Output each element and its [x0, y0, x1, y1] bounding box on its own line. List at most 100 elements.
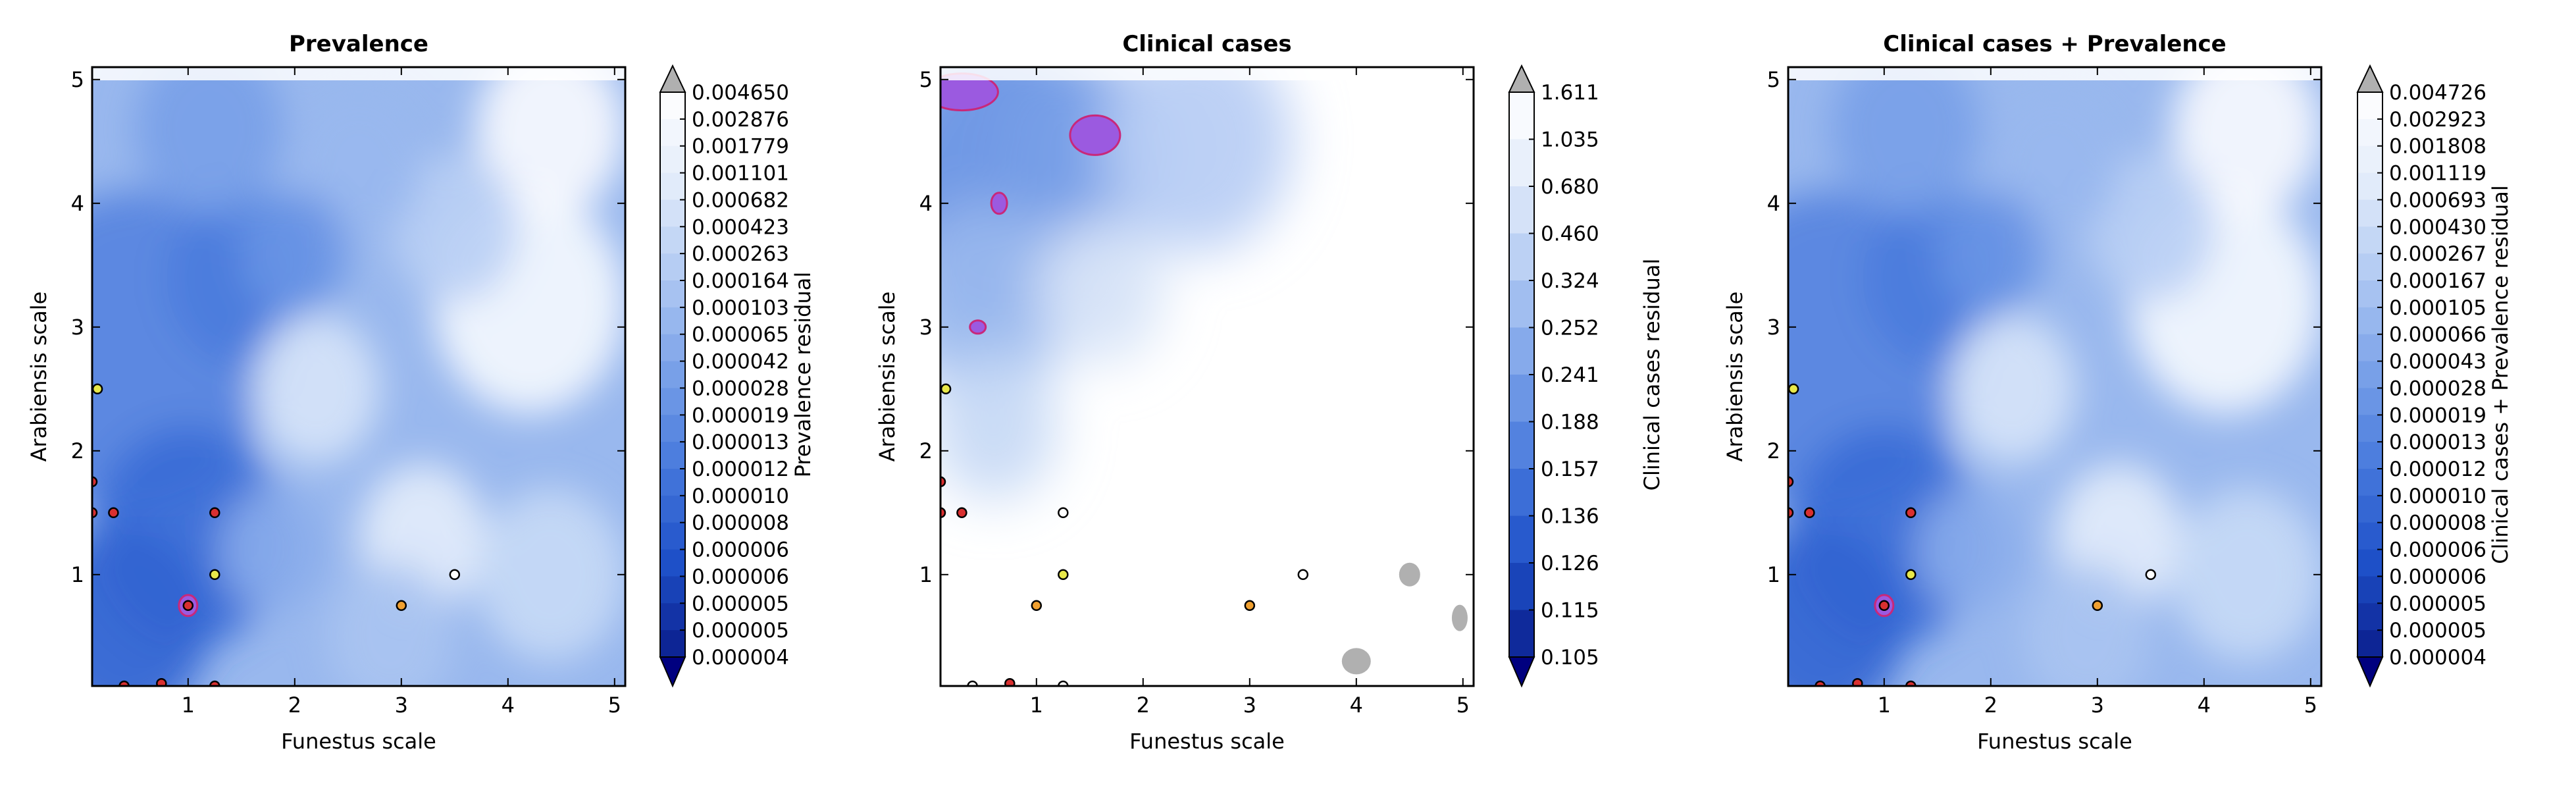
- colorbar-segment: [660, 361, 685, 389]
- colorbar-tick-label: 0.000028: [692, 377, 789, 400]
- colorbar-extend-under: [659, 656, 686, 688]
- plot-frame: [1787, 66, 2323, 687]
- colorbar-tick-label: 0.000012: [2389, 458, 2486, 481]
- colorbar: 1.611 1.035 0.680 0.460 0.324 0.252 0.241 0.188…: [1508, 64, 1664, 688]
- y-tick-label: 4: [919, 191, 933, 216]
- x-tick-label: 2: [1984, 693, 1997, 718]
- scatter-point: [967, 680, 978, 686]
- y-tick-label: 5: [919, 67, 933, 92]
- chart-title: Clinical cases: [1122, 31, 1291, 57]
- colorbar-tick-label: 0.000006: [692, 565, 789, 589]
- colorbar-segment: [2357, 442, 2383, 469]
- y-tick-label: 2: [71, 438, 84, 463]
- colorbar-tick-label: 0.004726: [2389, 81, 2486, 105]
- colorbar: 0.004650 0.002876 0.001779 0.0011010.000682…: [659, 64, 815, 688]
- colorbar-segment: [660, 280, 685, 308]
- scatter-point: [1905, 507, 1917, 519]
- colorbar-segment: [660, 576, 685, 604]
- colorbar-segment: [660, 630, 685, 658]
- y-tick-label: 3: [1767, 315, 1780, 340]
- colorbar-tick-label: 0.004650: [692, 81, 789, 105]
- colorbar-extend-over: [659, 64, 686, 93]
- y-tick-label: 5: [1767, 67, 1780, 92]
- colorbar-tick-label: 0.157: [1541, 458, 1599, 481]
- contour-field: [1788, 67, 2321, 686]
- plot-frame: [939, 66, 1475, 687]
- colorbar-segment: [2357, 253, 2383, 281]
- colorbar-tick-label: 0.001808: [2389, 135, 2486, 159]
- colorbar-segment: [660, 307, 685, 335]
- colorbar-segment: [660, 118, 685, 147]
- y-tick-label: 1: [919, 562, 933, 587]
- scatter-point: [449, 569, 461, 581]
- colorbar-tick-label: 0.000682: [692, 188, 789, 212]
- out-of-range-region: [1341, 648, 1371, 675]
- colorbar-tick-label: 0.115: [1541, 599, 1599, 623]
- colorbar-tick-label: 0.000042: [692, 350, 789, 374]
- colorbar-tick-label: 0.000019: [2389, 404, 2486, 427]
- x-tick-label: 1: [1030, 693, 1043, 718]
- colorbar-tick-label: 0.000267: [2389, 242, 2486, 266]
- colorbar-segment: [2357, 361, 2383, 389]
- colorbar-tick-label: 0.000693: [2389, 188, 2486, 212]
- chart-title: Clinical cases + Prevalence: [1883, 31, 2227, 57]
- y-tick-label: 2: [1767, 438, 1780, 463]
- chart-panel-1: 1 2 3 4 5 1 2 3 4 5 Prevalence Funestus scale Arabie…: [26, 31, 815, 754]
- y-tick-label: 4: [71, 191, 84, 216]
- colorbar-segment: [660, 253, 685, 281]
- plot-frame: [91, 66, 627, 687]
- colorbar-segment: [2357, 495, 2383, 523]
- scatter-point: [1058, 569, 1069, 581]
- colorbar-segment: [1509, 92, 1534, 140]
- scatter-point: [396, 600, 407, 612]
- x-tick-label: 2: [1137, 693, 1150, 718]
- x-tick-label: 4: [502, 693, 515, 718]
- colorbar-segment: [1509, 610, 1534, 658]
- scatter-point: [1788, 507, 1794, 519]
- scatter-point: [118, 680, 130, 686]
- colorbar-tick-label: 0.001779: [692, 135, 789, 159]
- colorbar: 0.004726 0.002923 0.001808 0.0011190.000693…: [2356, 64, 2513, 688]
- colorbar-tick-label: 0.000263: [692, 242, 789, 266]
- colorbar-extend-under: [1508, 656, 1535, 688]
- colorbar-tick-label: 0.001101: [692, 162, 789, 186]
- scatter-point: [209, 507, 220, 519]
- colorbar-tick-label: 0.126: [1541, 552, 1599, 575]
- colorbar-segment: [2357, 630, 2383, 658]
- colorbar-segment: [660, 334, 685, 362]
- colorbar-segment: [660, 495, 685, 523]
- colorbar-tick-label: 0.188: [1541, 411, 1599, 434]
- scatter-point: [1788, 476, 1794, 488]
- colorbar-segment: [2357, 469, 2383, 496]
- colorbar-tick-label: 0.680: [1541, 175, 1599, 199]
- scatter-point: [2092, 600, 2103, 612]
- colorbar-extend-over: [1508, 64, 1535, 93]
- colorbar-tick-label: 0.460: [1541, 223, 1599, 246]
- scatter-point: [92, 507, 98, 519]
- colorbar-tick-label: 0.252: [1541, 317, 1599, 340]
- contour-highlight: [969, 319, 987, 335]
- colorbar-tick-label: 0.000066: [2389, 323, 2486, 347]
- y-tick-label: 2: [919, 438, 933, 463]
- colorbar-tick-label: 0.000010: [2389, 485, 2486, 508]
- colorbar-tick-label: 0.002923: [2389, 108, 2486, 132]
- colorbar-tick-label: 0.000010: [692, 485, 789, 508]
- colorbar-tick-label: 0.000167: [2389, 269, 2486, 293]
- x-tick-label: 1: [1878, 693, 1891, 718]
- scatter-point: [2145, 569, 2157, 581]
- scatter-point: [209, 569, 220, 581]
- colorbar-tick-label: 0.136: [1541, 505, 1599, 529]
- colorbar-tick-label: 0.000423: [692, 215, 789, 239]
- colorbar-segment: [2357, 172, 2383, 201]
- colorbar-tick-label: 0.000006: [692, 539, 789, 562]
- colorbar-tick-label: 0.000164: [692, 269, 789, 293]
- colorbar-segment: [1509, 515, 1534, 564]
- colorbar-tick-label: 0.000043: [2389, 350, 2486, 374]
- colorbar-segment: [2357, 92, 2383, 120]
- scatter-point: [1804, 507, 1815, 519]
- scatter-point: [1905, 680, 1917, 686]
- colorbar-segment: [660, 199, 685, 227]
- scatter-point: [1788, 383, 1799, 395]
- x-axis-label: Funestus scale: [281, 729, 436, 754]
- colorbar-tick-label: 0.000005: [2389, 619, 2486, 643]
